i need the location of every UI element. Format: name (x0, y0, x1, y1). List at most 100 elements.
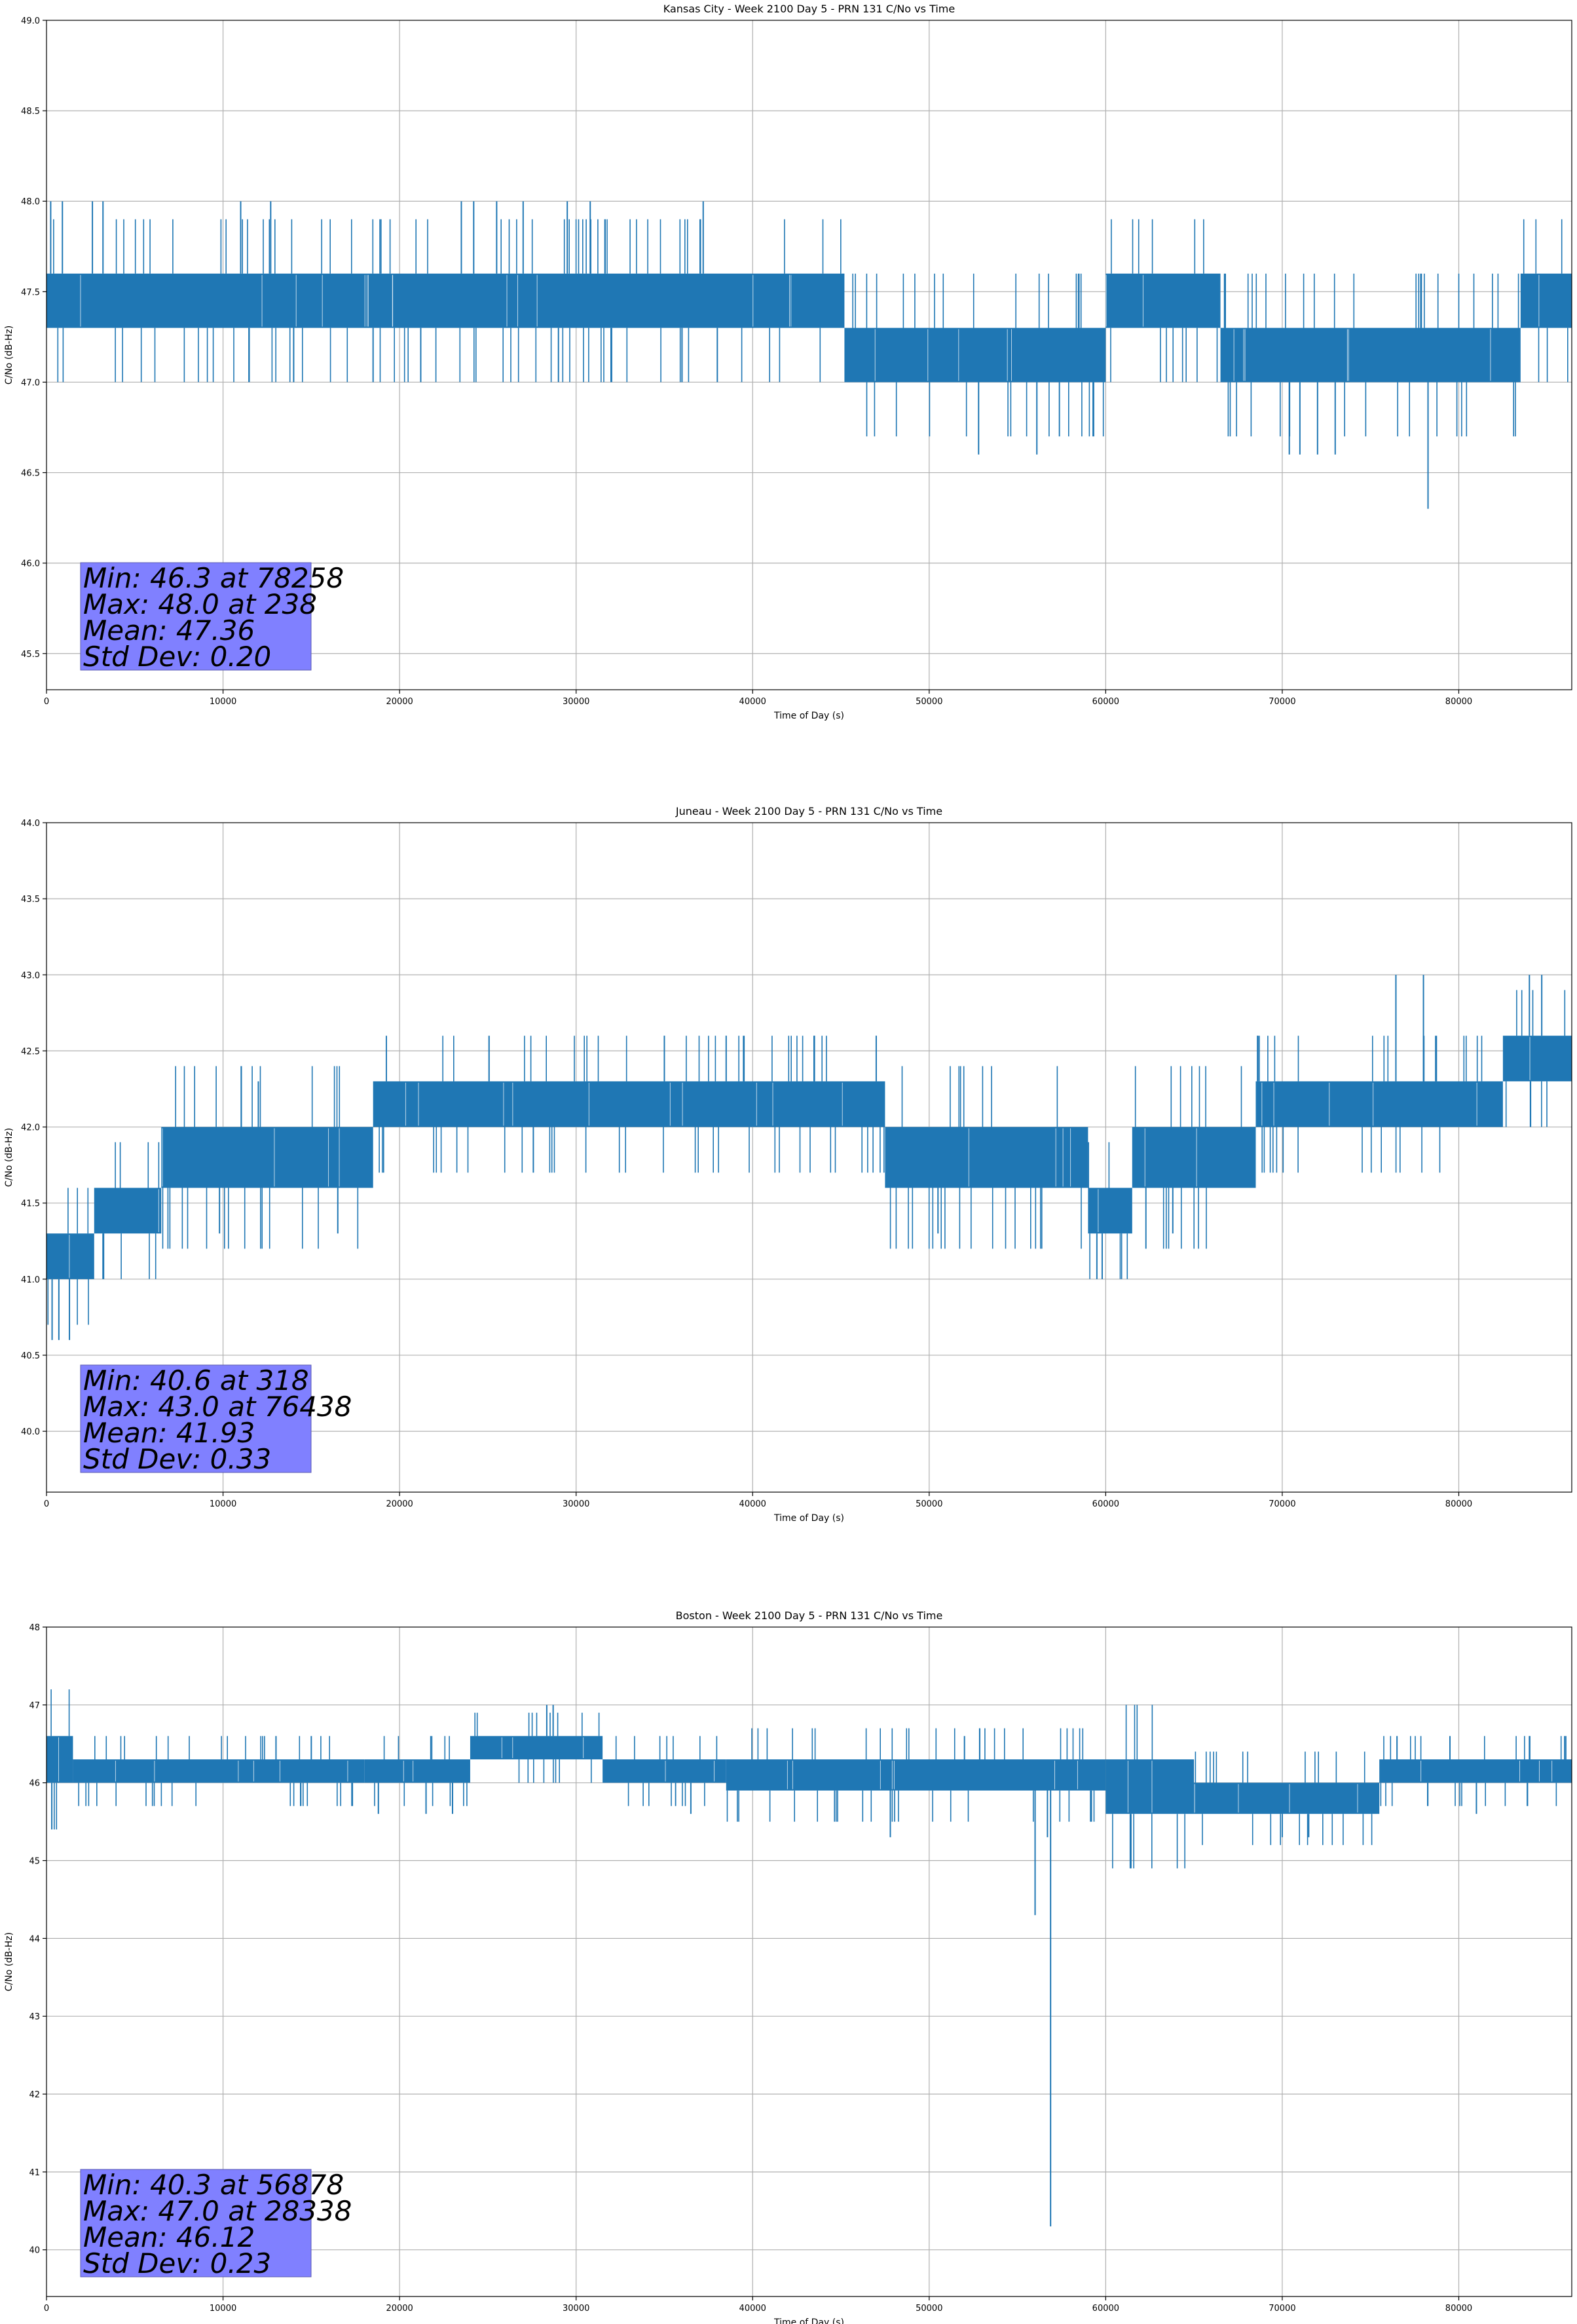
axes-frame (46, 1626, 1572, 2297)
x-tick-label: 0 (44, 697, 49, 707)
x-tick-label: 70000 (1269, 2304, 1295, 2314)
signal-band (1255, 1081, 1503, 1127)
axes-frame (46, 822, 1572, 1493)
y-tick-label: 48.0 (21, 197, 40, 207)
y-tick-label: 49.0 (21, 16, 40, 26)
y-tick-label: 40 (29, 2246, 40, 2256)
chart-panel-0: Kansas City - Week 2100 Day 5 - PRN 131 … (4, 3, 1572, 721)
x-axis-label: Time of Day (s) (773, 711, 844, 721)
chart-title: Boston - Week 2100 Day 5 - PRN 131 C/No … (676, 1609, 943, 1622)
x-tick-label: 20000 (386, 1499, 413, 1509)
x-tick-label: 30000 (563, 697, 589, 707)
x-tick-label: 10000 (210, 697, 236, 707)
axes-frame (46, 20, 1572, 690)
stats-line: Max: 47.0 at 28338 (83, 2195, 352, 2227)
signal-band (1194, 1782, 1380, 1814)
signal-band (1220, 328, 1521, 383)
signal-band (844, 328, 1106, 383)
signal-transitions (50, 1689, 1567, 1869)
y-tick-label: 43 (29, 2012, 40, 2022)
x-tick-label: 40000 (739, 2304, 766, 2314)
stats-line: Std Dev: 0.23 (83, 2247, 271, 2279)
y-tick-label: 42.0 (21, 1123, 40, 1133)
stats-box-background (80, 562, 312, 671)
y-axis-label: C/No (dB-Hz) (4, 1932, 14, 1991)
signal-transitions (47, 990, 1566, 1325)
y-tick-label: 46.0 (21, 559, 40, 569)
y-tick-label: 44.0 (21, 819, 40, 829)
stats-line: Min: 46.3 at 78258 (83, 562, 344, 594)
y-tick-label: 40.5 (21, 1351, 40, 1361)
x-tick-label: 60000 (1092, 697, 1119, 707)
x-tick-label: 70000 (1269, 1499, 1295, 1509)
x-tick-label: 0 (44, 2304, 49, 2314)
signal-band (726, 1759, 1106, 1791)
x-tick-label: 40000 (739, 1499, 766, 1509)
x-tick-label: 40000 (739, 697, 766, 707)
stats-line: Std Dev: 0.20 (83, 641, 271, 673)
y-tick-label: 48 (29, 1623, 40, 1633)
signal-band (1379, 1759, 1572, 1783)
signal-band (603, 1759, 726, 1783)
y-tick-label: 40.0 (21, 1427, 40, 1437)
x-tick-label: 10000 (210, 2304, 236, 2314)
stats-box-background (80, 2169, 312, 2277)
signal-band (364, 1759, 470, 1783)
x-tick-label: 70000 (1269, 697, 1295, 707)
y-tick-label: 47.5 (21, 288, 40, 297)
y-tick-label: 41.5 (21, 1199, 40, 1209)
x-axis-label: Time of Day (s) (773, 1513, 844, 1524)
signal-band (46, 273, 845, 328)
stats-line: Min: 40.6 at 318 (83, 1364, 309, 1396)
stats-line: Max: 48.0 at 238 (83, 588, 317, 620)
signal-band (73, 1759, 365, 1783)
y-tick-label: 45.5 (21, 650, 40, 660)
stats-line: Mean: 46.12 (83, 2221, 255, 2253)
y-tick-label: 46.5 (21, 469, 40, 479)
x-tick-label: 60000 (1092, 1499, 1119, 1509)
y-tick-label: 45 (29, 1857, 40, 1867)
signal-band (1520, 273, 1572, 328)
series-line (46, 1689, 1572, 2227)
chart-panel-1: Juneau - Week 2100 Day 5 - PRN 131 C/No … (4, 805, 1572, 1524)
y-tick-label: 42.5 (21, 1047, 40, 1057)
y-tick-label: 48.5 (21, 107, 40, 117)
x-tick-label: 80000 (1445, 1499, 1472, 1509)
chart-panel-2: Boston - Week 2100 Day 5 - PRN 131 C/No … (4, 1609, 1572, 2324)
series-line (46, 201, 1572, 509)
signal-band (1502, 1036, 1572, 1081)
signal-band (470, 1736, 603, 1760)
stats-line: Mean: 41.93 (83, 1417, 255, 1449)
signal-band (161, 1127, 373, 1188)
y-tick-label: 42 (29, 2090, 40, 2100)
signal-band (373, 1081, 885, 1127)
signal-band (1088, 1188, 1132, 1234)
x-tick-label: 20000 (386, 697, 413, 707)
series-line (46, 975, 1572, 1340)
y-tick-label: 41 (29, 2168, 40, 2178)
y-tick-label: 46 (29, 1779, 40, 1789)
x-axis-label: Time of Day (s) (773, 2317, 844, 2324)
x-tick-label: 0 (44, 1499, 49, 1509)
y-tick-label: 43.0 (21, 971, 40, 981)
x-tick-label: 10000 (210, 1499, 236, 1509)
x-tick-label: 50000 (916, 1499, 942, 1509)
x-tick-label: 50000 (916, 697, 942, 707)
signal-band (46, 1233, 94, 1279)
chart-title: Juneau - Week 2100 Day 5 - PRN 131 C/No … (675, 805, 942, 817)
y-axis-label: C/No (dB-Hz) (4, 1128, 14, 1187)
y-axis-label: C/No (dB-Hz) (4, 326, 14, 384)
chart-title: Kansas City - Week 2100 Day 5 - PRN 131 … (663, 3, 955, 15)
signal-band (885, 1127, 1088, 1188)
y-tick-label: 47.0 (21, 378, 40, 388)
signal-band (1132, 1127, 1256, 1188)
x-tick-label: 30000 (563, 2304, 589, 2314)
stats-box-background (80, 1364, 312, 1473)
y-tick-label: 43.5 (21, 895, 40, 905)
stats-line: Mean: 47.36 (83, 614, 255, 647)
y-tick-label: 44 (29, 1934, 40, 1944)
